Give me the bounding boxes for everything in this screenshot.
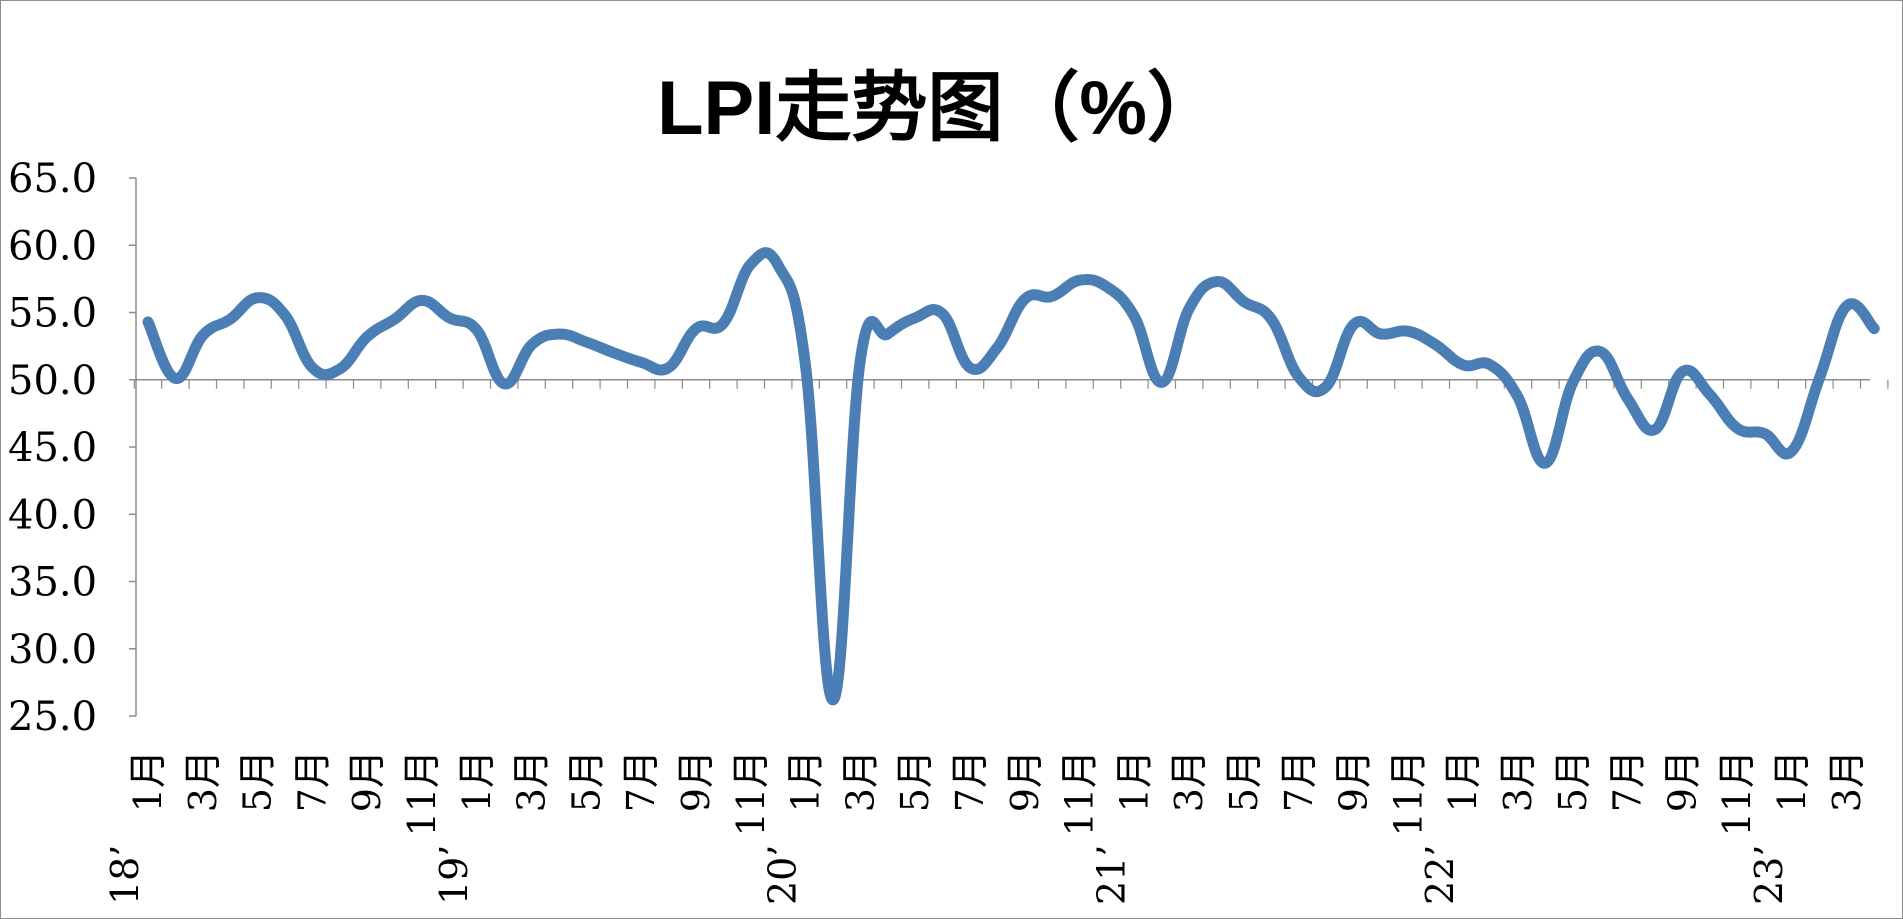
x-month-label: 1月	[1112, 750, 1156, 812]
x-month-label: 5月	[236, 750, 280, 812]
x-month-label: 1月	[1441, 750, 1485, 812]
x-month-label: 5月	[893, 750, 937, 812]
x-month-label: 3月	[510, 750, 554, 812]
x-month-label: 3月	[181, 750, 225, 812]
x-month-label: 11月	[400, 750, 444, 836]
x-month-label: 7月	[619, 750, 663, 812]
x-year-label: 23’	[1747, 845, 1791, 905]
x-month-label: 5月	[564, 750, 608, 812]
chart-title: LPI走势图（%）	[657, 66, 1223, 151]
y-tick-label: 45.0	[8, 425, 97, 471]
x-month-label: 3月	[1496, 750, 1540, 812]
x-month-label: 9月	[1332, 750, 1376, 812]
y-tick-label: 65.0	[8, 156, 97, 202]
x-month-label: 5月	[1222, 750, 1266, 812]
x-month-label: 11月	[1058, 750, 1102, 836]
x-month-label: 1月	[1770, 750, 1814, 812]
x-month-label: 3月	[1825, 750, 1869, 812]
x-month-label: 5月	[1551, 750, 1595, 812]
y-tick-label: 30.0	[8, 627, 97, 673]
x-month-label: 7月	[1277, 750, 1321, 812]
x-year-label: 19’	[432, 845, 476, 905]
x-year-label: 20’	[761, 845, 805, 905]
y-tick-label: 50.0	[8, 358, 97, 404]
x-month-label: 1月	[784, 750, 828, 812]
x-month-label: 7月	[948, 750, 992, 812]
lpi-series-line	[142, 247, 1880, 706]
x-month-label: 9月	[345, 750, 389, 812]
x-month-label: 3月	[838, 750, 882, 812]
x-year-label: 22’	[1418, 845, 1462, 905]
y-tick-label: 40.0	[8, 492, 97, 538]
x-month-label: 3月	[1167, 750, 1211, 812]
x-year-label: 18’	[103, 845, 147, 905]
x-month-label: 1月	[455, 750, 499, 812]
x-month-label: 11月	[1386, 750, 1430, 836]
x-month-label: 9月	[1660, 750, 1704, 812]
x-month-label: 9月	[1003, 750, 1047, 812]
x-month-label: 7月	[1606, 750, 1650, 812]
x-month-label: 9月	[674, 750, 718, 812]
x-month-label: 11月	[1715, 750, 1759, 836]
y-tick-label: 35.0	[8, 560, 97, 606]
y-tick-label: 55.0	[8, 291, 97, 337]
x-month-label: 1月	[126, 750, 170, 812]
x-month-label: 11月	[729, 750, 773, 836]
x-month-label: 7月	[290, 750, 334, 812]
x-year-label: 21’	[1089, 845, 1133, 905]
y-tick-label: 60.0	[8, 223, 97, 269]
y-tick-label: 25.0	[8, 694, 97, 740]
